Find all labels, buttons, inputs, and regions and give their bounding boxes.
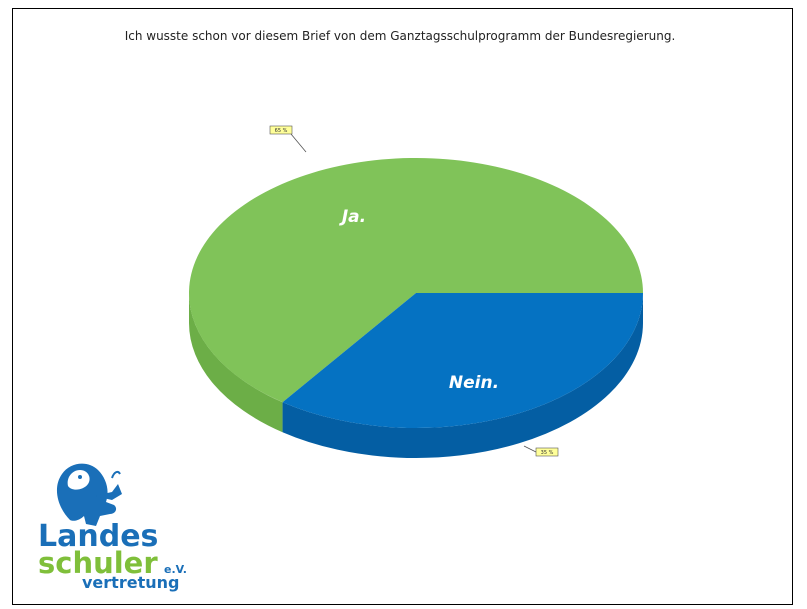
pct-label-0: 65 % (275, 128, 288, 134)
lsv-logo: Landes schuler e.V. vertretung (38, 463, 187, 592)
pie-3d-sides (189, 293, 643, 458)
pct-label-box-1 (535, 447, 559, 457)
chart-title: Ich wusste schon vor diesem Brief von de… (124, 29, 676, 43)
pct-label-1: 35 % (541, 450, 554, 456)
slice-label-ja: Ja. (339, 207, 366, 227)
lion-icon (56, 463, 122, 526)
pie-slice-0 (188, 157, 643, 403)
logo-text-schuler: schuler (38, 546, 158, 580)
pie-slice-1 (282, 293, 643, 428)
slice-label-nein: Nein. (449, 373, 499, 393)
pct-leader-line-1 (523, 445, 537, 453)
pct-label-box-0 (269, 125, 293, 135)
pie-side-1 (282, 293, 643, 458)
pie-labels: Ja. Nein. 65 % 35 % (269, 125, 559, 457)
logo-text-ev: e.V. (164, 563, 187, 576)
logo-text-landes: Landes (38, 519, 158, 554)
pct-leader-line-0 (290, 133, 307, 153)
pie-top-faces (188, 157, 643, 428)
pie-side-0 (189, 293, 283, 433)
logo-text-vertretung: vertretung (82, 573, 179, 592)
